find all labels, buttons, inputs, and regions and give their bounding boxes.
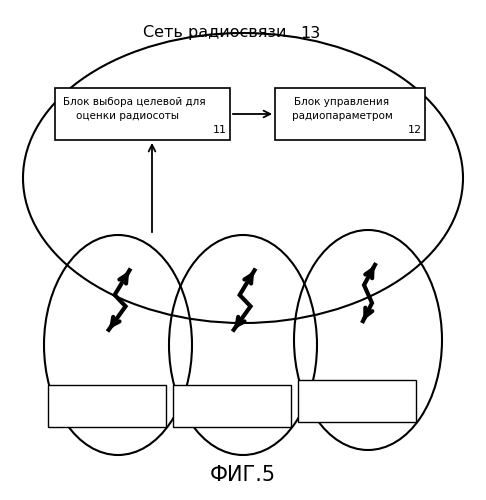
FancyBboxPatch shape: [275, 88, 425, 140]
Text: 10: 10: [349, 404, 365, 416]
Text: радиопараметром: радиопараметром: [292, 111, 392, 121]
Text: 11: 11: [213, 125, 227, 135]
Text: 12: 12: [408, 125, 422, 135]
FancyBboxPatch shape: [298, 380, 416, 422]
FancyBboxPatch shape: [48, 385, 166, 427]
Text: Блок выбора целевой для: Блок выбора целевой для: [63, 97, 206, 107]
FancyBboxPatch shape: [55, 88, 230, 140]
Text: 10: 10: [224, 408, 240, 422]
Text: Сеть радиосвязи: Сеть радиосвязи: [143, 26, 287, 40]
Text: 13: 13: [300, 26, 320, 40]
Text: Радиотерминал: Радиотерминал: [189, 393, 275, 403]
FancyBboxPatch shape: [173, 385, 291, 427]
Text: Радиотерминал: Радиотерминал: [313, 388, 400, 398]
Text: ФИГ.5: ФИГ.5: [210, 465, 276, 485]
Text: Радиотерминал: Радиотерминал: [64, 393, 150, 403]
Text: 10: 10: [99, 408, 115, 422]
Text: оценки радиосоты: оценки радиосоты: [76, 111, 179, 121]
Text: Блок управления: Блок управления: [295, 97, 390, 107]
